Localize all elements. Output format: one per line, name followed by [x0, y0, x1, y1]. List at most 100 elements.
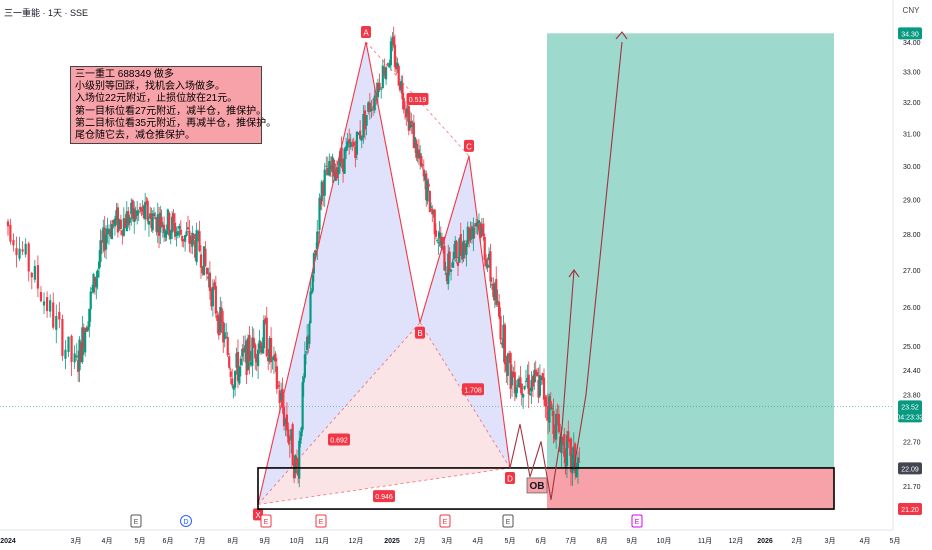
candle-body	[172, 213, 175, 223]
candle-body	[262, 320, 265, 349]
candle-body	[381, 65, 384, 89]
candle-body	[544, 396, 547, 407]
pattern-point-label: A	[363, 29, 369, 38]
x-tick-label: 3月	[825, 537, 836, 545]
candle-body	[565, 435, 569, 466]
ratio-badge	[462, 383, 484, 396]
ratio-badge	[373, 490, 395, 503]
candle-body	[440, 241, 444, 250]
candle-body	[451, 262, 454, 268]
candle-body	[261, 345, 264, 354]
candle-body	[142, 205, 146, 219]
price-label-badge	[898, 462, 922, 475]
candle-body	[308, 323, 311, 344]
candle-body	[492, 283, 495, 297]
event-marker	[439, 514, 451, 528]
candle-body	[278, 390, 281, 404]
candle-body	[291, 424, 294, 466]
candle-body	[144, 201, 147, 220]
candle-body	[345, 146, 348, 152]
candle-body	[235, 353, 238, 368]
candle-body	[355, 131, 358, 155]
candle-body	[561, 436, 564, 440]
candle-body	[173, 222, 177, 237]
candle-body	[178, 226, 181, 229]
candle-body	[118, 219, 121, 230]
candle-body	[285, 414, 289, 431]
candle-body	[298, 440, 301, 479]
candle-body	[46, 297, 49, 312]
ratio-label: 0.692	[330, 437, 348, 444]
candle-body	[49, 300, 52, 312]
candle-body	[465, 243, 468, 255]
candle-body	[156, 214, 159, 233]
candle-body	[236, 351, 240, 381]
candle-body	[421, 164, 424, 166]
price-label: 04:23:32	[896, 414, 923, 421]
candle-body	[181, 235, 184, 242]
candle-body	[269, 338, 273, 363]
candle-body	[184, 235, 187, 242]
candle-body	[348, 138, 351, 144]
candle-body	[147, 220, 151, 225]
currency-label[interactable]: CNY	[902, 6, 920, 15]
event-marker	[315, 514, 327, 528]
candle-body	[104, 234, 108, 250]
candle-body	[442, 236, 445, 244]
x-tick-label: 8月	[597, 537, 608, 545]
pattern-point-badge	[361, 26, 371, 38]
candle-body	[495, 279, 498, 305]
candle-body	[79, 342, 83, 363]
candle-body	[411, 124, 414, 127]
candle-body	[420, 155, 423, 167]
symbol-title[interactable]: 三一重能 · 1天 · SSE	[4, 8, 89, 18]
price-label: 34.30	[901, 31, 919, 38]
x-tick-label: 12月	[729, 537, 744, 545]
candle-body	[186, 227, 190, 230]
x-tick-label: 6月	[536, 537, 547, 545]
candle-body	[251, 337, 254, 366]
candle-body	[189, 240, 192, 244]
candle-body	[351, 144, 354, 146]
candle-body	[258, 340, 261, 349]
x-tick-label: 9月	[260, 537, 271, 545]
candle-body	[140, 209, 143, 212]
pattern-point-badge	[505, 471, 515, 484]
candle-body	[211, 286, 214, 307]
candle-body	[546, 406, 550, 420]
candle-body	[426, 180, 429, 202]
candle-body	[427, 183, 430, 187]
candle-body	[271, 358, 274, 360]
candle-body	[407, 105, 410, 131]
candle-body	[392, 36, 395, 46]
candle-body	[202, 246, 206, 276]
price-label-badge	[898, 503, 922, 516]
candle-body	[297, 470, 300, 476]
candle-body	[414, 137, 417, 146]
candle-body	[519, 377, 522, 389]
candle-body	[198, 231, 201, 252]
candle-body	[459, 234, 462, 252]
y-tick-label: 24.40	[903, 368, 921, 375]
candle-body	[469, 228, 472, 240]
candle-body	[264, 318, 267, 323]
candle-body	[171, 216, 174, 233]
candle-body	[77, 360, 80, 372]
candle-body	[470, 226, 474, 239]
candle-body	[102, 227, 105, 243]
candle-body	[405, 109, 408, 118]
candle-body	[42, 301, 46, 306]
x-tick-label: 4月	[860, 537, 871, 545]
candle-body	[480, 227, 483, 235]
candle-body	[272, 355, 276, 361]
candle-body	[522, 394, 525, 398]
candle-body	[527, 374, 530, 394]
candle-body	[152, 213, 156, 217]
ratio-label: 0.519	[409, 97, 427, 104]
event-marker	[130, 514, 142, 528]
candle-body	[15, 248, 18, 256]
candle-body	[75, 355, 78, 358]
candle-body	[85, 327, 88, 332]
candle-body	[487, 253, 491, 261]
